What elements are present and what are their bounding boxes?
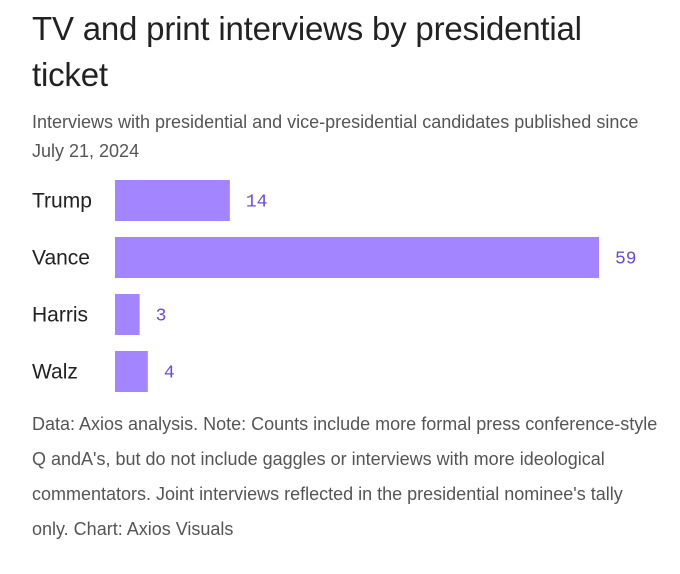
bar-vance — [115, 237, 599, 278]
bar-walz — [115, 351, 148, 392]
value-label-trump: 14 — [246, 193, 268, 213]
category-label-vance: Vance — [32, 247, 90, 270]
source-note: Data: Axios analysis. Note: Counts inclu… — [32, 414, 658, 539]
chart-title: TV and print interviews by presidential … — [32, 10, 582, 93]
category-label-walz: Walz — [32, 361, 78, 384]
bar-harris — [115, 294, 140, 335]
bar-trump — [115, 180, 230, 221]
value-label-harris: 3 — [156, 307, 167, 327]
category-label-trump: Trump — [32, 190, 92, 213]
category-label-harris: Harris — [32, 304, 88, 327]
bar-chart: Trump 14 Vance 59 Harris 3 Walz 4 — [32, 180, 637, 392]
value-label-vance: 59 — [615, 250, 637, 270]
value-label-walz: 4 — [164, 364, 175, 384]
chart-subtitle: Interviews with presidential and vice-pr… — [32, 112, 639, 161]
